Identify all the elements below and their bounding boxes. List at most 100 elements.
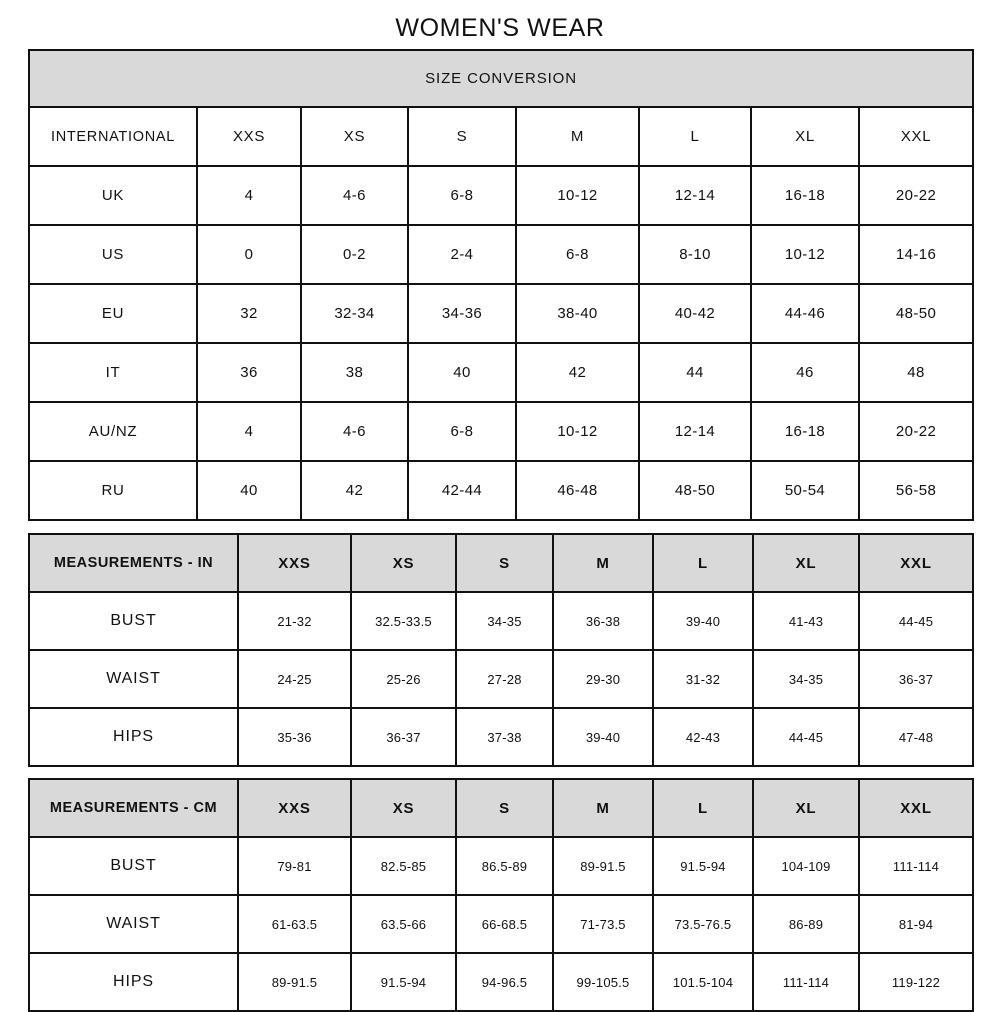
column-header-s: S (455, 533, 554, 593)
cell-hips-in-xxs: 35-36 (237, 707, 352, 767)
row-label-bust-in: BUST (28, 591, 239, 651)
column-header-m: M (552, 533, 654, 593)
cell-bust-cm-l: 91.5-94 (652, 836, 754, 896)
cell-it-xxs: 36 (196, 342, 302, 403)
row-label-ru: RU (28, 460, 198, 521)
cell-eu-xxs: 32 (196, 283, 302, 344)
measurements-cm-header-row: MEASUREMENTS - CM XXS XS S M L XL XXL (28, 778, 974, 838)
table-row: BUST 21-32 32.5-33.5 34-35 36-38 39-40 4… (28, 591, 974, 651)
page-title: WOMEN'S WEAR (395, 14, 605, 42)
cell-hips-cm-xxs: 89-91.5 (237, 952, 352, 1012)
cell-uk-xxl: 20-22 (857, 165, 975, 226)
row-label-hips-in: HIPS (28, 707, 239, 767)
column-header-l: L (638, 106, 752, 167)
cell-waist-cm-s: 66-68.5 (455, 894, 554, 954)
cell-ru-xl: 50-54 (750, 460, 860, 521)
cell-waist-in-s: 27-28 (455, 649, 554, 709)
column-header-xs: XS (350, 778, 457, 838)
cell-it-xl: 46 (750, 342, 860, 403)
cell-it-l: 44 (638, 342, 752, 403)
cell-waist-cm-xxl: 81-94 (858, 894, 974, 954)
column-header-international: INTERNATIONAL (28, 106, 198, 167)
table-row: WAIST 24-25 25-26 27-28 29-30 31-32 34-3… (28, 649, 974, 709)
cell-bust-in-l: 39-40 (652, 591, 754, 651)
cell-uk-m: 10-12 (515, 165, 640, 226)
table-row: UK 4 4-6 6-8 10-12 12-14 16-18 20-22 (28, 165, 975, 226)
table-row: AU/NZ 4 4-6 6-8 10-12 12-14 16-18 20-22 (28, 401, 975, 462)
column-header-xxs: XXS (237, 778, 352, 838)
cell-us-s: 2-4 (407, 224, 517, 285)
column-header-xl: XL (752, 533, 860, 593)
column-header-xs: XS (300, 106, 409, 167)
cell-bust-in-xxl: 44-45 (858, 591, 974, 651)
cell-hips-in-s: 37-38 (455, 707, 554, 767)
cell-bust-cm-m: 89-91.5 (552, 836, 654, 896)
cell-waist-cm-xl: 86-89 (752, 894, 860, 954)
cell-us-l: 8-10 (638, 224, 752, 285)
cell-waist-in-xl: 34-35 (752, 649, 860, 709)
cell-waist-in-xxs: 24-25 (237, 649, 352, 709)
row-label-waist-in: WAIST (28, 649, 239, 709)
column-header-xl: XL (750, 106, 860, 167)
cell-uk-xxs: 4 (196, 165, 302, 226)
cell-hips-cm-l: 101.5-104 (652, 952, 754, 1012)
column-header-xxs: XXS (196, 106, 302, 167)
row-label-uk: UK (28, 165, 198, 226)
cell-bust-in-xs: 32.5-33.5 (350, 591, 457, 651)
size-conversion-header-row: INTERNATIONAL XXS XS S M L XL XXL (28, 106, 975, 167)
cell-eu-xs: 32-34 (300, 283, 409, 344)
table-row: US 0 0-2 2-4 6-8 8-10 10-12 14-16 (28, 224, 975, 285)
cell-aunz-l: 12-14 (638, 401, 752, 462)
cell-it-xxl: 48 (857, 342, 975, 403)
cell-waist-cm-xs: 63.5-66 (350, 894, 457, 954)
cell-waist-cm-m: 71-73.5 (552, 894, 654, 954)
cell-uk-xs: 4-6 (300, 165, 409, 226)
column-header-measurements-in: MEASUREMENTS - IN (28, 533, 239, 593)
cell-bust-cm-xxs: 79-81 (237, 836, 352, 896)
row-label-us: US (28, 224, 198, 285)
cell-hips-in-l: 42-43 (652, 707, 754, 767)
column-header-xxl: XXL (857, 106, 975, 167)
cell-waist-cm-xxs: 61-63.5 (237, 894, 352, 954)
cell-eu-xxl: 48-50 (857, 283, 975, 344)
column-header-xxl: XXL (858, 778, 974, 838)
column-header-s: S (455, 778, 554, 838)
measurements-in-table: MEASUREMENTS - IN XXS XS S M L XL XXL BU… (28, 533, 974, 767)
table-row: WAIST 61-63.5 63.5-66 66-68.5 71-73.5 73… (28, 894, 974, 954)
row-label-it: IT (28, 342, 198, 403)
size-conversion-table: SIZE CONVERSION INTERNATIONAL XXS XS S M… (27, 49, 975, 521)
cell-aunz-xl: 16-18 (750, 401, 860, 462)
row-label-hips-cm: HIPS (28, 952, 239, 1012)
table-row: HIPS 35-36 36-37 37-38 39-40 42-43 44-45… (28, 707, 974, 767)
cell-us-xxs: 0 (196, 224, 302, 285)
cell-aunz-xs: 4-6 (300, 401, 409, 462)
table-row: IT 36 38 40 42 44 46 48 (28, 342, 975, 403)
cell-hips-in-xs: 36-37 (350, 707, 457, 767)
cell-waist-in-l: 31-32 (652, 649, 754, 709)
cell-aunz-s: 6-8 (407, 401, 517, 462)
cell-hips-in-xl: 44-45 (752, 707, 860, 767)
column-header-l: L (652, 533, 754, 593)
size-conversion-banner: SIZE CONVERSION (27, 49, 975, 108)
cell-waist-in-m: 29-30 (552, 649, 654, 709)
measurements-cm-table: MEASUREMENTS - CM XXS XS S M L XL XXL BU… (28, 778, 974, 1012)
cell-bust-cm-xl: 104-109 (752, 836, 860, 896)
cell-hips-cm-xl: 111-114 (752, 952, 860, 1012)
cell-uk-s: 6-8 (407, 165, 517, 226)
cell-hips-cm-s: 94-96.5 (455, 952, 554, 1012)
cell-ru-l: 48-50 (638, 460, 752, 521)
cell-it-xs: 38 (300, 342, 409, 403)
cell-hips-in-xxl: 47-48 (858, 707, 974, 767)
table-row: RU 40 42 42-44 46-48 48-50 50-54 56-58 (28, 460, 975, 521)
row-label-aunz: AU/NZ (28, 401, 198, 462)
cell-hips-cm-m: 99-105.5 (552, 952, 654, 1012)
column-header-m: M (515, 106, 640, 167)
row-label-eu: EU (28, 283, 198, 344)
cell-bust-in-s: 34-35 (455, 591, 554, 651)
cell-ru-xxl: 56-58 (857, 460, 975, 521)
cell-bust-cm-xs: 82.5-85 (350, 836, 457, 896)
cell-bust-cm-xxl: 111-114 (858, 836, 974, 896)
cell-ru-xs: 42 (300, 460, 409, 521)
column-header-s: S (407, 106, 517, 167)
